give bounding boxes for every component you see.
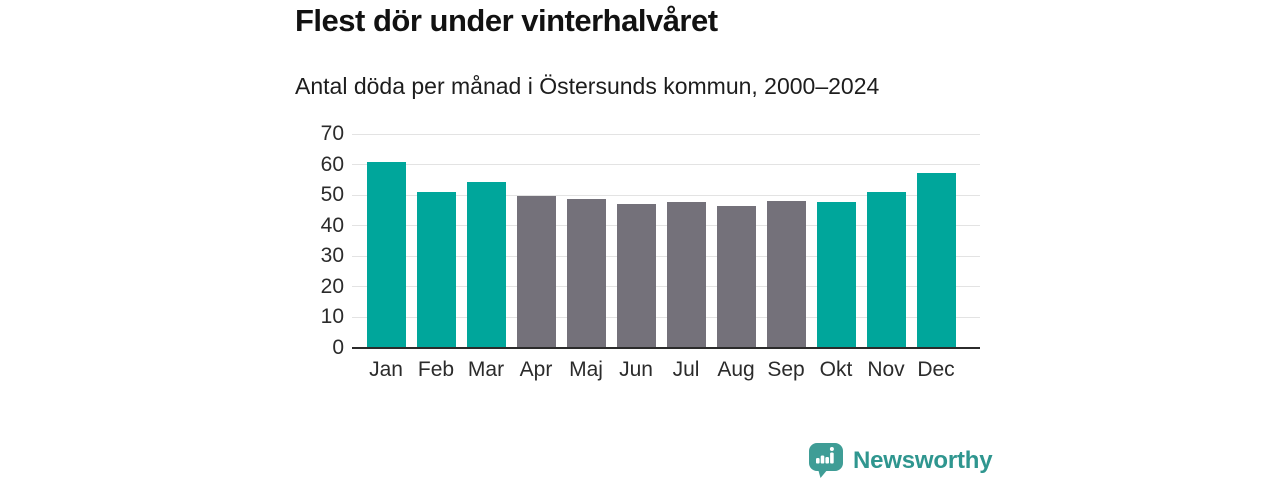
y-tick-label-30: 30 [320, 244, 344, 268]
x-tick-label-feb: Feb [417, 358, 455, 381]
x-tick-label-jun: Jun [619, 358, 653, 381]
chart-subtitle: Antal döda per månad i Östersunds kommun… [295, 73, 880, 99]
gridline-30 [352, 255, 980, 257]
bar-feb [416, 192, 456, 348]
gridline-60 [352, 164, 980, 166]
newsworthy-logo-icon [809, 443, 843, 478]
bar-sep [766, 200, 806, 348]
chart-title: Flest dör under vinterhalvåret [295, 3, 718, 38]
bar-jun [616, 203, 656, 348]
gridline-70 [352, 133, 980, 135]
bar-jan [366, 162, 406, 348]
bar-dec [916, 172, 956, 348]
y-tick-label-10: 10 [320, 305, 344, 329]
gridline-50 [352, 194, 980, 196]
x-tick-label-aug: Aug [717, 358, 755, 381]
gridline-40 [352, 225, 980, 227]
x-tick-label-okt: Okt [819, 358, 853, 381]
brand-name: Newsworthy [853, 446, 993, 474]
x-tick-label-apr: Apr [519, 358, 553, 381]
brand-footer: Newsworthy [808, 442, 993, 479]
x-tick-label-jul: Jul [672, 358, 700, 381]
gridline-10 [352, 316, 980, 318]
x-tick-label-dec: Dec [917, 358, 955, 381]
bar-mar [466, 182, 506, 348]
x-tick-label-maj: Maj [569, 358, 603, 381]
plot-area: 0 10 20 30 40 50 60 70 Jan Feb Mar Apr Maj Jun Jul Aug… [321, 122, 980, 381]
x-tick-label-nov: Nov [867, 358, 905, 381]
bar-aug [716, 205, 756, 348]
x-tick-label-jan: Jan [369, 358, 403, 381]
bar-maj [566, 198, 606, 348]
x-tick-label-mar: Mar [467, 358, 505, 381]
y-axis-labels: 0 10 20 30 40 50 60 70 [288, 122, 344, 359]
bar-okt [816, 201, 856, 348]
y-tick-label-60: 60 [320, 152, 344, 176]
x-tick-label-sep: Sep [767, 358, 805, 381]
x-axis-line [352, 347, 980, 349]
bar-jul [666, 201, 706, 348]
y-tick-label-0: 0 [332, 336, 344, 359]
y-tick-label-70: 70 [320, 122, 344, 145]
y-tick-label-40: 40 [320, 213, 344, 237]
bar-apr [516, 196, 556, 348]
y-tick-label-20: 20 [320, 274, 344, 298]
gridline-20 [352, 286, 980, 288]
bar-nov [866, 192, 906, 348]
y-tick-label-50: 50 [320, 183, 344, 207]
